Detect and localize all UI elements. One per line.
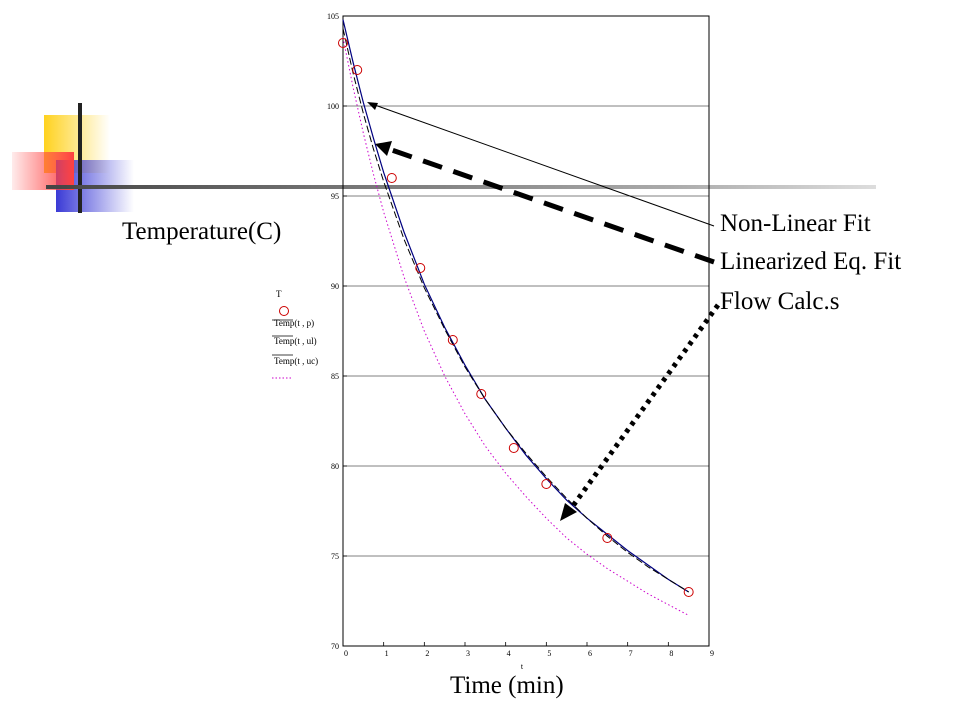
series-lines [342,19,690,616]
y-tick-label: 105 [327,12,339,21]
data-point [352,65,363,75]
y-tick-label: 90 [331,282,339,291]
data-point [447,335,458,345]
series-points [338,38,694,597]
data-point [602,533,613,543]
data-point [415,263,426,273]
x-tick-label: 3 [466,649,470,658]
x-axis-title: Time (min) [450,672,564,699]
chart-legend: T Temp(t , p) Temp(t , ul) Temp(t , uc) [272,289,318,379]
x-tick-label: 7 [629,649,633,658]
x-tick-label: 1 [385,649,389,658]
x-tick-label: 8 [669,649,673,658]
y-tick-label: 95 [331,192,339,201]
series-line-2 [342,28,689,593]
legend-entry-flow: Temp(t , uc) [274,356,318,366]
y-tick-label: 100 [327,102,339,111]
y-tick-labels: 70 75 80 85 90 95 100 105 [327,12,339,651]
deco-red-square [12,152,74,190]
x-tick-labels: 0 1 2 3 4 5 6 7 8 9 [344,649,714,658]
x-tick-label: 5 [547,649,551,658]
annotation-arrows [367,102,721,521]
x-axis-variable: t [521,662,524,671]
annotation-flow-calcs: Flow Calc.s [720,288,840,315]
plot-frame [342,15,710,647]
series-line-1 [342,19,690,593]
arrow-linearized-head [375,141,392,156]
x-tick-label: 0 [344,649,348,658]
chart-grid [342,15,710,647]
arrow-linearized [385,145,715,265]
y-tick-label: 85 [331,372,339,381]
data-point [683,587,694,597]
deco-horizontal-bar [46,185,876,189]
y-tick-label: 70 [331,642,339,651]
annotation-linearized-fit: Linearized Eq. Fit [720,248,902,275]
data-point [541,479,552,489]
data-point [476,389,487,399]
legend-entry-linearized: Temp(t , ul) [274,336,317,346]
x-tick-label: 2 [425,649,429,658]
y-axis-title: Temperature(C) [122,218,282,245]
series-line-3 [342,37,689,616]
deco-vertical-bar [78,103,82,213]
x-tick-label: 9 [710,649,714,658]
data-point [508,443,519,453]
arrow-flow-head [560,503,577,521]
arrow-flow [567,303,721,512]
y-tick-label: 75 [331,552,339,561]
legend-entry-nonlinear: Temp(t , p) [274,318,314,328]
legend-marker-points [279,306,289,316]
x-tick-label: 6 [588,649,592,658]
annotation-nonlinear-fit: Non-Linear Fit [720,210,871,237]
y-tick-label: 80 [331,462,339,471]
legend-entry-T: T [276,289,282,299]
x-tick-label: 4 [507,649,511,658]
arrow-nonlinear [371,103,715,227]
data-point [338,38,348,48]
data-point [386,173,397,183]
arrow-nonlinear-head [367,102,378,110]
